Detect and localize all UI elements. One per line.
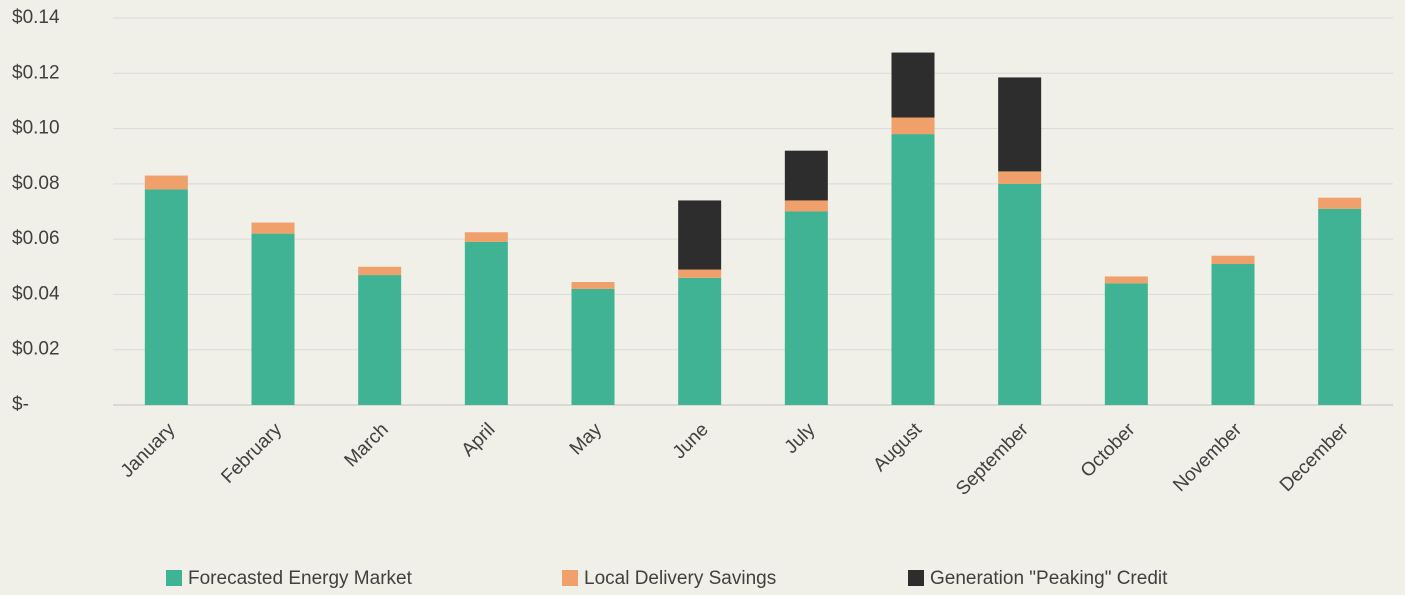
bar-segment (678, 200, 721, 269)
legend-label: Local Delivery Savings (584, 568, 776, 589)
x-tick-label: November (1169, 419, 1246, 496)
y-tick-label: $0.06 (12, 228, 60, 249)
x-tick-label: September (952, 419, 1033, 500)
y-tick-label: $0.12 (12, 62, 60, 83)
chart: $- $0.02 $0.04 $0.06 $0.08 $0.10 $0.12 $0.14 Jan… (0, 0, 1405, 595)
y-tick-label: $0.08 (12, 173, 60, 194)
x-tick-label: July (781, 419, 820, 458)
y-tick-label: $0.10 (12, 118, 60, 139)
x-tick-label: January (117, 419, 180, 482)
bar-segment (892, 53, 935, 118)
legend-swatch (562, 570, 578, 586)
bar-segment (892, 134, 935, 405)
legend-label: Generation "Peaking" Credit (930, 568, 1168, 589)
bar-segment (1105, 283, 1148, 405)
bar-segment (892, 118, 935, 135)
x-tick-label: May (566, 419, 607, 460)
legend-swatch (908, 570, 924, 586)
bar-segment (358, 267, 401, 275)
bar-segment (465, 242, 508, 405)
bar-segment (998, 171, 1041, 183)
bar-segment (678, 270, 721, 278)
x-tick-label: October (1077, 419, 1140, 482)
bar-segment (785, 151, 828, 201)
bar-segment (998, 77, 1041, 171)
y-tick-label: $0.14 (12, 7, 60, 28)
bar-segment (465, 232, 508, 242)
legend-swatch (166, 570, 182, 586)
bar-segment (145, 176, 188, 190)
x-tick-label: June (669, 419, 713, 463)
bar-segment (785, 212, 828, 406)
y-tick-label: $0.04 (12, 283, 60, 304)
bar-segment (358, 275, 401, 405)
bar-segment (678, 278, 721, 405)
bar-segment (1318, 209, 1361, 405)
bar-segment (252, 234, 295, 405)
legend-label: Forecasted Energy Market (188, 568, 413, 589)
x-tick-label: December (1276, 419, 1353, 496)
bar-segment (785, 200, 828, 211)
bar-segment (1318, 198, 1361, 209)
bar-segment (572, 289, 615, 405)
bar-segment (1105, 276, 1148, 283)
x-tick-label: August (869, 419, 926, 476)
x-tick-label: April (458, 419, 500, 461)
y-tick-label: $- (12, 394, 29, 415)
bar-segment (145, 189, 188, 405)
x-tick-label: March (341, 419, 393, 471)
bar-segment (1212, 264, 1255, 405)
y-tick-label: $0.02 (12, 339, 60, 360)
bar-segment (998, 184, 1041, 405)
bar-segment (252, 223, 295, 234)
bar-segment (1212, 256, 1255, 264)
bar-segment (572, 282, 615, 289)
x-tick-label: February (217, 419, 286, 488)
